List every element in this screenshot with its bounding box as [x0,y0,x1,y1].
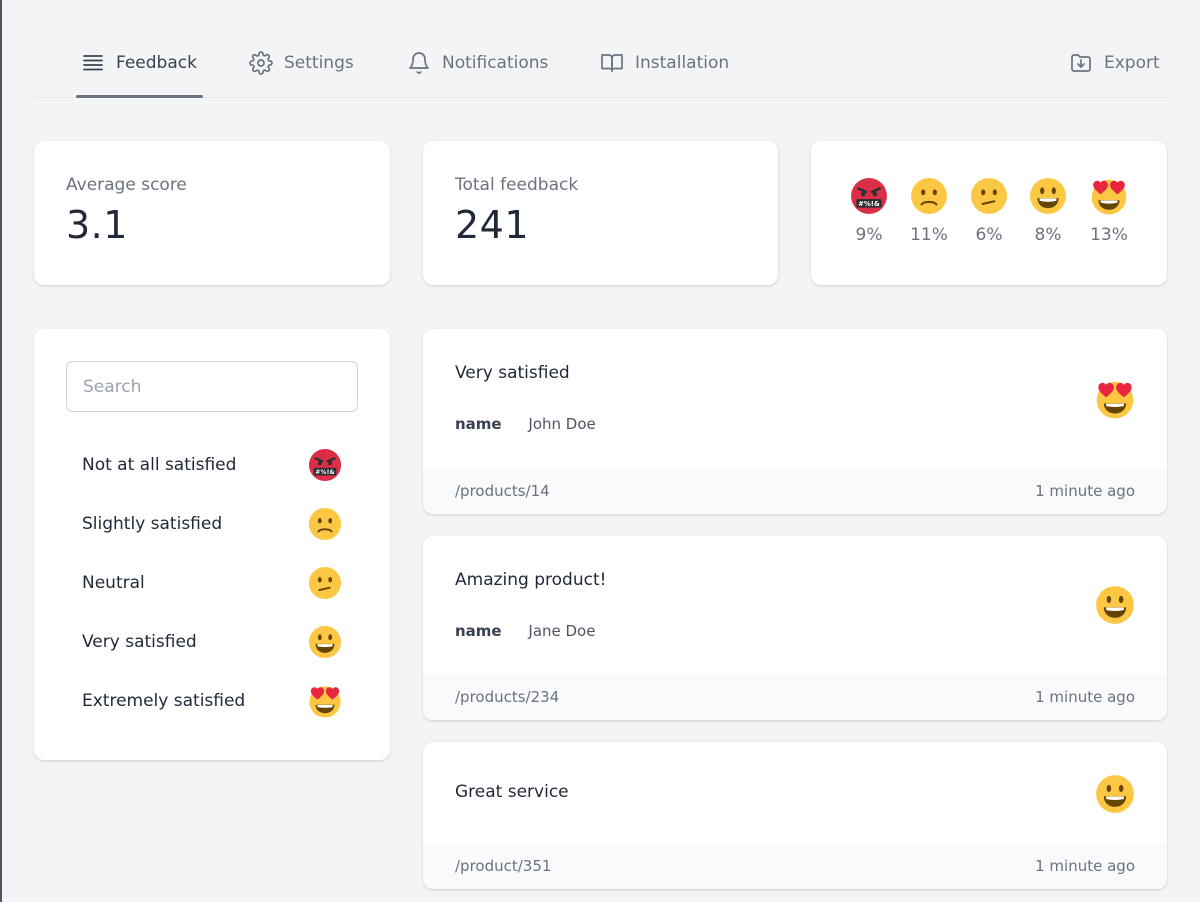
feedback-time: 1 minute ago [1035,857,1135,875]
filter-item-label: Not at all satisfied [82,455,237,475]
confused-face-icon [970,177,1008,215]
total-feedback-label: Total feedback [455,175,579,195]
feedback-footer: /product/351 1 minute ago [423,843,1167,889]
feedback-meta-key: name [455,415,502,433]
distribution-item: 11% [899,177,959,245]
grinning-face-icon [1095,774,1135,814]
tab-installation[interactable]: Installation [600,28,729,98]
search-input[interactable] [66,361,358,412]
heart-eyes-face-icon [308,684,342,718]
feedback-card[interactable]: Amazing product! name Jane Doe /products… [423,536,1167,720]
feedback-meta-value: Jane Doe [528,622,596,640]
feedback-card[interactable]: Very satisfied name John Doe /products/1… [423,329,1167,514]
heart-eyes-face-icon [1095,379,1135,419]
book-icon [601,54,623,72]
active-tab-indicator [76,95,203,98]
distribution-item: 8% [1018,177,1078,245]
tab-notifications-label: Notifications [442,53,549,73]
feedback-path: /products/234 [455,688,560,706]
total-feedback-card: Total feedback 241 [423,141,778,285]
filter-card: Not at all satisfied #%!& Slightly satis… [34,329,390,760]
distribution-item: #%!& 9% [839,177,899,245]
distribution-percent: 13% [1090,225,1128,245]
feedback-card[interactable]: Great service /product/351 1 minute ago [423,742,1167,889]
svg-text:#%!&: #%!& [858,200,880,208]
tab-notifications[interactable]: Notifications [407,28,548,98]
distribution-percent: 8% [1034,225,1062,245]
frowning-face-icon [308,507,342,541]
feedback-meta-key: name [455,622,502,640]
gear-icon [249,51,273,75]
average-score-card: Average score 3.1 [34,141,390,285]
tab-settings[interactable]: Settings [249,28,354,98]
grinning-face-icon [308,625,342,659]
angry-face-icon: #%!& [850,177,888,215]
distribution-percent: 11% [910,225,948,245]
window-edge [0,0,2,902]
filter-item-neutral[interactable]: Neutral [66,558,358,608]
feedback-title: Amazing product! [455,570,607,590]
feedback-footer: /products/14 1 minute ago [423,468,1167,514]
tab-settings-label: Settings [284,53,354,73]
filter-item-label: Very satisfied [82,632,197,652]
filter-item-label: Neutral [82,573,145,593]
frowning-face-icon [910,177,948,215]
grinning-face-icon [1095,585,1135,625]
feedback-path: /product/351 [455,857,552,875]
total-feedback-value: 241 [455,203,530,247]
feedback-path: /products/14 [455,482,550,500]
confused-face-icon [308,566,342,600]
distribution-item: 6% [959,177,1019,245]
grinning-face-icon [1029,177,1067,215]
filter-item-label: Slightly satisfied [82,514,223,534]
list-icon [83,55,103,71]
feedback-meta: name John Doe [455,415,596,433]
export-button[interactable]: Export [1069,28,1160,98]
distribution-item: 13% [1079,177,1139,245]
feedback-title: Great service [455,782,569,802]
feedback-meta-value: John Doe [528,415,596,433]
distribution-percent: 9% [855,225,883,245]
feedback-time: 1 minute ago [1035,482,1135,500]
svg-text:#%!&: #%!& [315,469,335,476]
feedback-footer: /products/234 1 minute ago [423,674,1167,720]
angry-face-icon: #%!& [308,448,342,482]
feedback-meta: name Jane Doe [455,622,595,640]
download-folder-icon [1071,54,1091,72]
export-label: Export [1104,53,1160,73]
average-score-value: 3.1 [66,203,128,247]
feedback-time: 1 minute ago [1035,688,1135,706]
average-score-label: Average score [66,175,187,195]
heart-eyes-face-icon [1090,177,1128,215]
filter-item-extremely-satisfied[interactable]: Extremely satisfied [66,676,358,726]
tab-installation-label: Installation [635,53,730,73]
feedback-title: Very satisfied [455,363,570,383]
filter-item-not-at-all-satisfied[interactable]: Not at all satisfied #%!& [66,440,358,490]
bell-icon [409,52,429,74]
top-nav: Feedback Settings Notifications Installa… [33,28,1168,98]
filter-item-label: Extremely satisfied [82,691,246,711]
tab-feedback-label: Feedback [116,53,197,73]
filter-item-very-satisfied[interactable]: Very satisfied [66,617,358,667]
filter-item-slightly-satisfied[interactable]: Slightly satisfied [66,499,358,549]
score-distribution-card: #%!& 9% 11% 6% 8% 13% [811,141,1167,285]
distribution-percent: 6% [975,225,1003,245]
tab-feedback[interactable]: Feedback [81,28,197,98]
